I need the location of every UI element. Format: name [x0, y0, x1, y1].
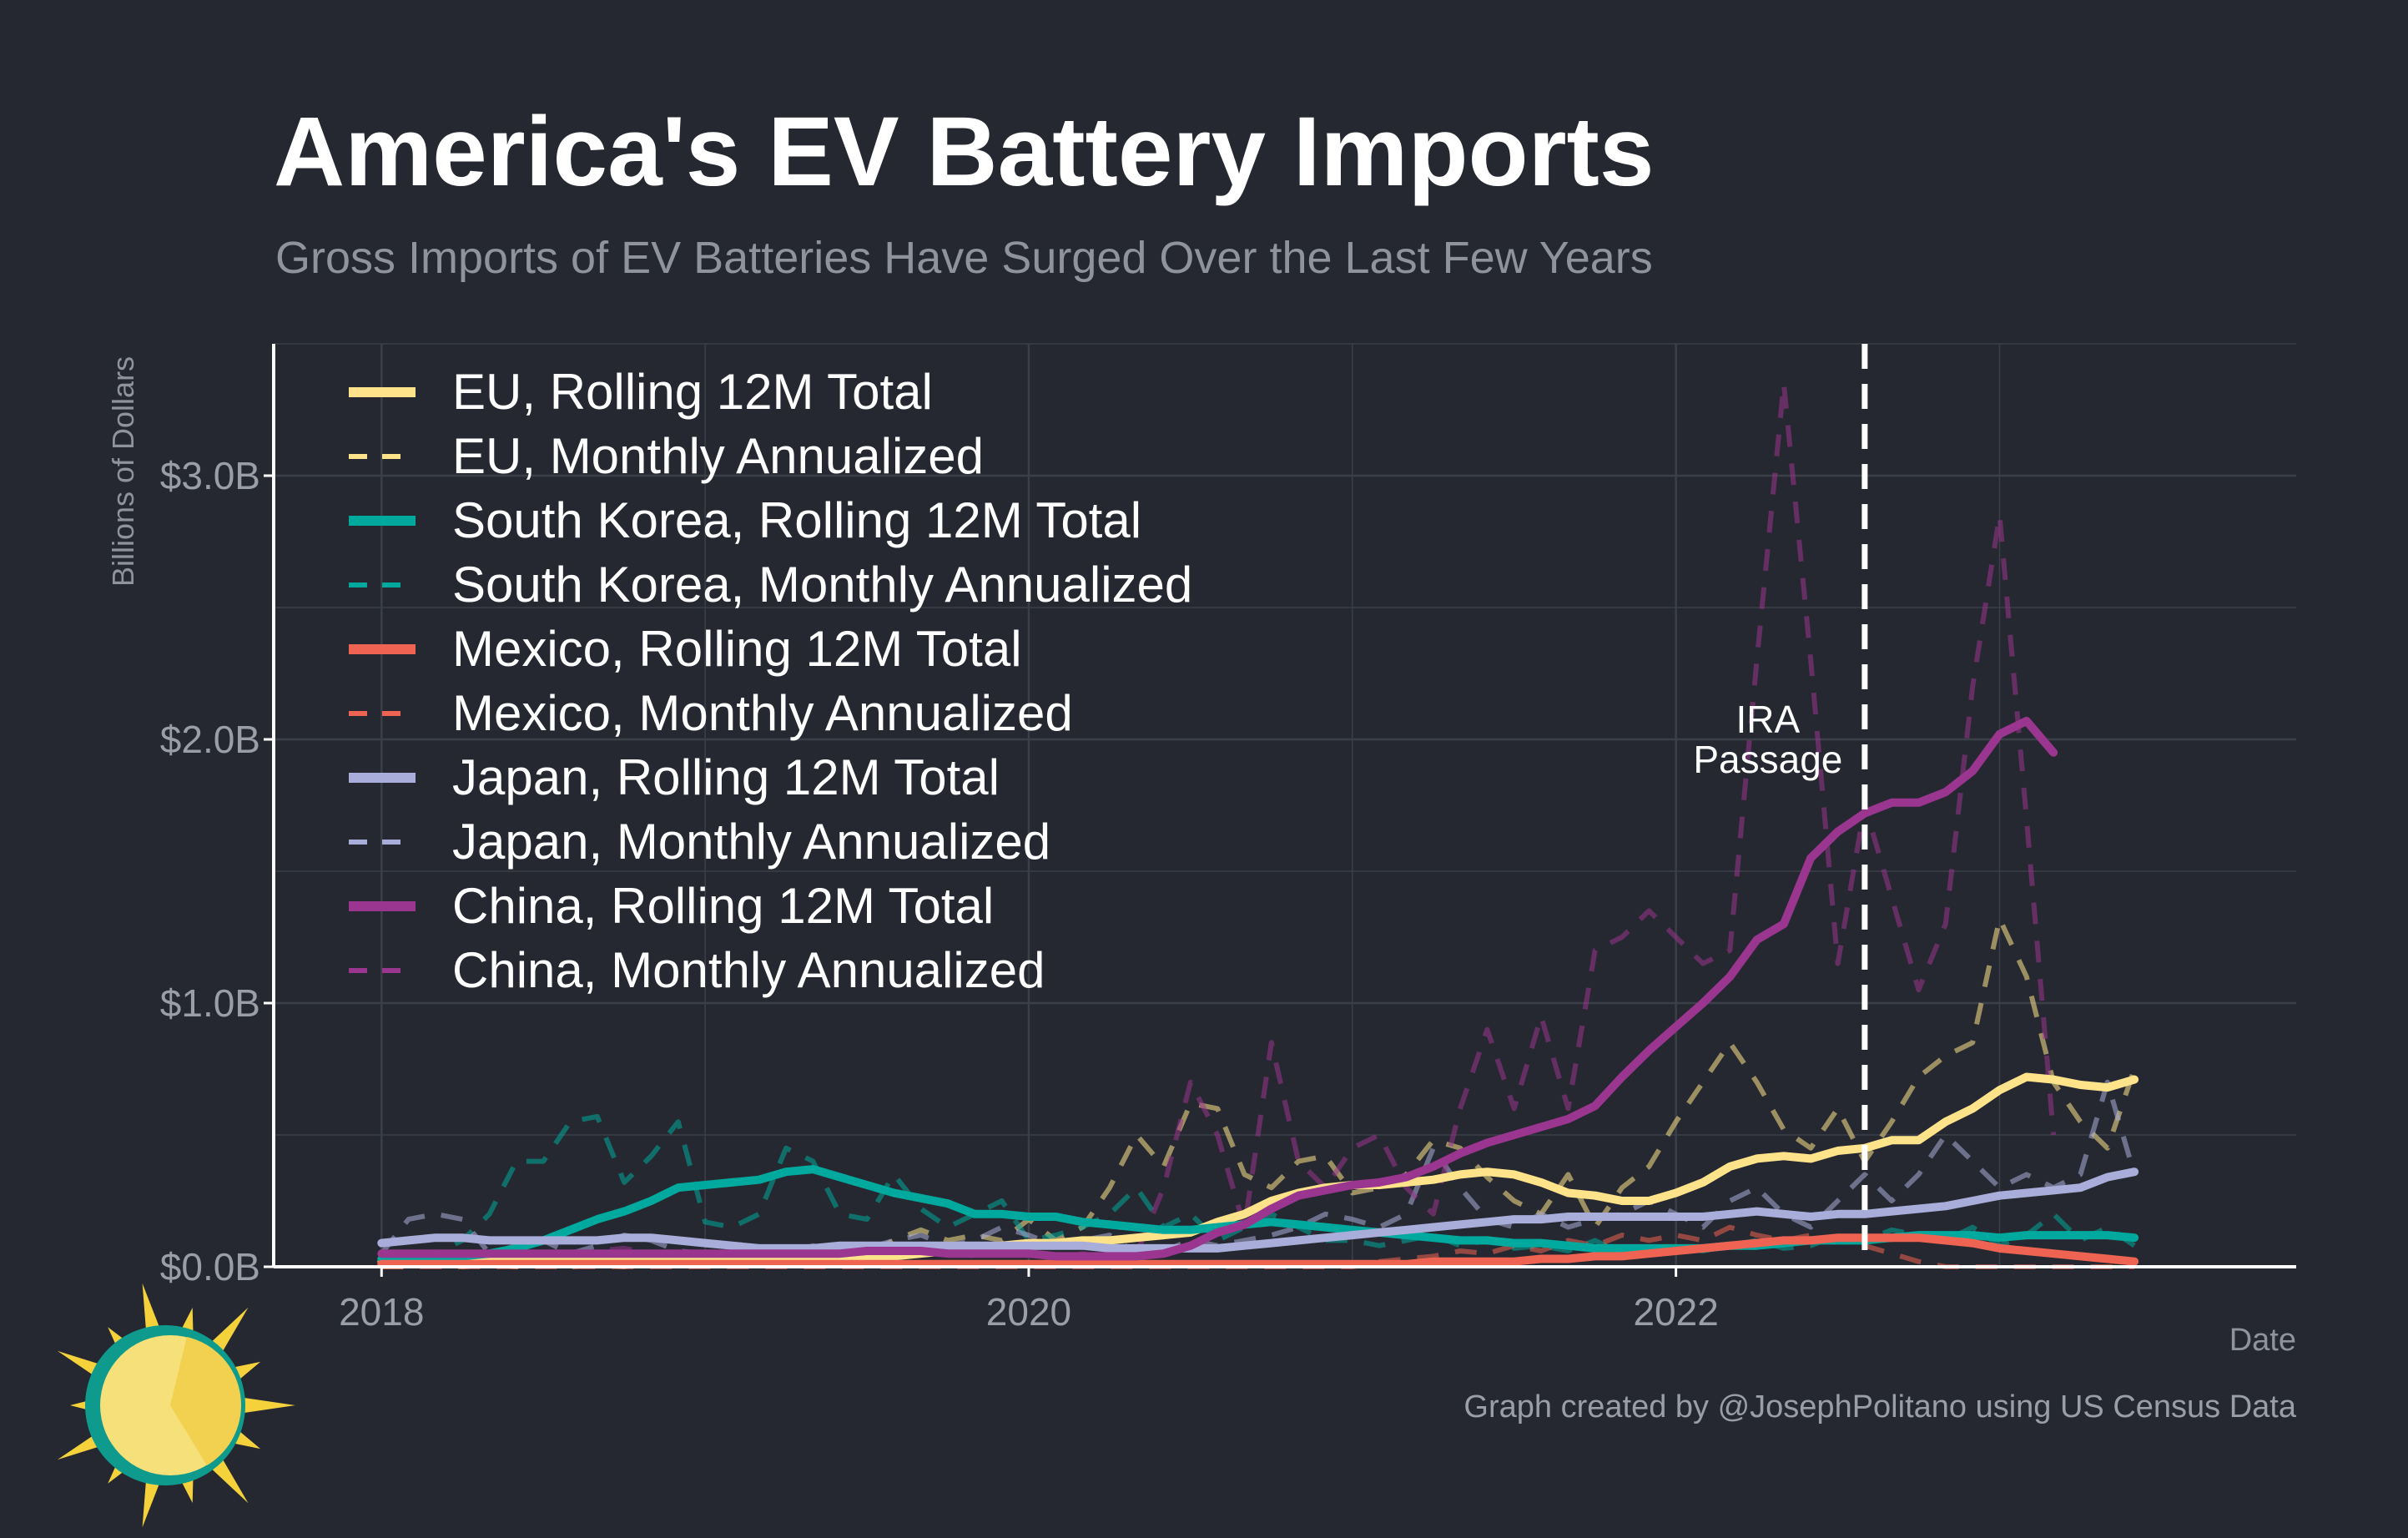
legend-label: China, Rolling 12M Total — [452, 878, 994, 934]
sun-logo-icon — [57, 1283, 295, 1528]
legend-label: EU, Rolling 12M Total — [452, 364, 933, 420]
x-tick-label: 2022 — [1633, 1290, 1718, 1334]
axes — [272, 344, 2296, 1268]
legend-label: EU, Monthly Annualized — [452, 428, 984, 484]
legend-label: Mexico, Monthly Annualized — [452, 685, 1073, 741]
x-axis-title: Date — [2229, 1323, 2296, 1358]
ira-label-line1: IRA — [1736, 698, 1801, 741]
sun-ray — [236, 1396, 295, 1414]
sun-shade — [170, 1337, 242, 1465]
legend-label: Japan, Monthly Annualized — [452, 814, 1050, 870]
legend-label: South Korea, Monthly Annualized — [452, 557, 1192, 613]
series-layer — [377, 381, 2139, 1269]
legend: EU, Rolling 12M Total EU, Monthly Annuali… — [349, 364, 1192, 998]
series-line-cn-roll — [377, 716, 2058, 1261]
tick-labels: $0.0B $1.0B $2.0B $3.0B 2018 2020 2022 — [160, 454, 1719, 1334]
legend-label: Mexico, Rolling 12M Total — [452, 621, 1022, 677]
y-tick-label: $3.0B — [160, 454, 260, 497]
series-line-mx-roll — [377, 1233, 2139, 1268]
y-axis-title: Billions of Dollars — [106, 356, 140, 587]
series-line-jp-mon — [379, 1079, 2137, 1259]
legend-label: Japan, Rolling 12M Total — [452, 749, 1000, 805]
chart-subtitle: Gross Imports of EV Batteries Have Surge… — [275, 233, 1653, 283]
y-tick-label: $1.0B — [160, 981, 260, 1025]
x-tick-label: 2020 — [986, 1290, 1071, 1334]
x-tick-label: 2018 — [339, 1290, 424, 1334]
legend-label: South Korea, Rolling 12M Total — [452, 492, 1141, 548]
series-line-jp-roll — [377, 1167, 2139, 1253]
ira-annotation: IRA Passage — [1693, 344, 1868, 1267]
grid — [274, 343, 2296, 1267]
chart-title: America's EV Battery Imports — [274, 97, 1654, 207]
y-tick-label: $0.0B — [160, 1245, 260, 1288]
y-tick-label: $2.0B — [160, 718, 260, 761]
ira-label-line2: Passage — [1693, 738, 1842, 781]
caption: Graph created by @JosephPolitano using U… — [1463, 1389, 2296, 1425]
legend-label: China, Monthly Annualized — [452, 942, 1045, 998]
